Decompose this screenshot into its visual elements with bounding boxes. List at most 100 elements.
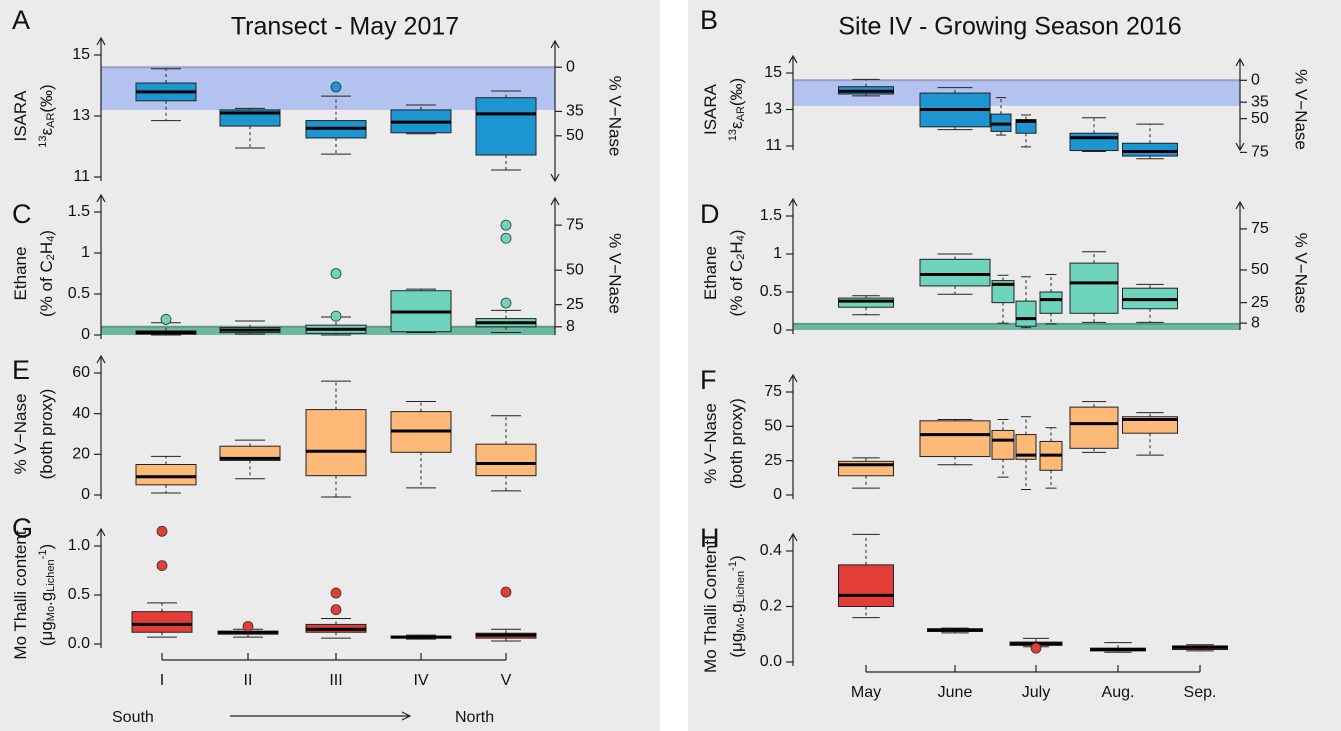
y-axis-label-part: .g bbox=[727, 603, 746, 617]
y-tick-label: 40 bbox=[72, 405, 90, 422]
x-tick-label: V bbox=[501, 672, 512, 689]
box bbox=[1015, 434, 1037, 460]
y-axis bbox=[96, 354, 106, 499]
box bbox=[1039, 291, 1063, 314]
shade-band bbox=[793, 323, 1240, 330]
box bbox=[219, 445, 281, 461]
y-tick-label: 0 bbox=[773, 321, 782, 338]
outlier bbox=[330, 604, 342, 616]
box bbox=[475, 443, 537, 477]
y2-tick-label: 50 bbox=[1251, 261, 1269, 278]
box bbox=[838, 297, 894, 308]
y-axis-label-part: .g bbox=[37, 592, 56, 606]
y-axis-label: ISARA bbox=[11, 90, 30, 142]
box bbox=[1069, 406, 1119, 449]
y-tick-label: 1.5 bbox=[760, 207, 782, 224]
y-axis-label-part: 13 bbox=[37, 135, 49, 147]
outlier bbox=[330, 268, 342, 279]
y-axis-label-part: ε bbox=[37, 127, 56, 135]
box bbox=[1069, 132, 1119, 152]
y-axis bbox=[788, 532, 798, 666]
y2-tick-label: 0 bbox=[566, 58, 575, 75]
y-axis bbox=[96, 527, 106, 648]
outlier bbox=[1030, 642, 1042, 654]
y-tick-label: 25 bbox=[764, 452, 782, 469]
y-axis-label: 13εAR(‰) bbox=[727, 78, 747, 141]
y-axis-label: % V−Nase bbox=[11, 394, 30, 475]
box bbox=[475, 97, 537, 156]
y-axis-label: (both proxy) bbox=[37, 389, 56, 480]
box bbox=[838, 564, 894, 607]
direction-arrow bbox=[230, 711, 412, 721]
y-tick-label: 75 bbox=[764, 383, 782, 400]
panel-letter: H bbox=[700, 523, 720, 553]
x-tick-label: July bbox=[1022, 684, 1050, 701]
x-tick-label: I bbox=[160, 672, 164, 689]
x-tick-label: II bbox=[244, 672, 253, 689]
y-axis-label-part: Mo bbox=[735, 617, 747, 632]
y-tick-label: 13 bbox=[72, 107, 90, 124]
y-tick-label: 0 bbox=[81, 326, 90, 343]
y2-axis-label: % V−Nase bbox=[1292, 233, 1311, 314]
panel-title: Transect - May 2017 bbox=[231, 13, 459, 41]
y-tick-label: 1 bbox=[81, 244, 90, 261]
y-axis-label-part: ) bbox=[37, 544, 56, 550]
y2-tick-label: 75 bbox=[566, 216, 584, 233]
x-tick-label: Sep. bbox=[1184, 684, 1217, 701]
y-axis-label: Ethane bbox=[701, 246, 720, 300]
panel-letter: G bbox=[12, 513, 33, 543]
y-tick-label: 50 bbox=[764, 418, 782, 435]
y-axis-label: ISARA bbox=[701, 83, 720, 135]
y-axis-label-part: Mo bbox=[45, 606, 57, 621]
y-axis-label: 13εAR(‰) bbox=[37, 84, 57, 147]
panel-title: Site IV - Growing Season 2016 bbox=[838, 13, 1181, 41]
y-axis-label-part: AR bbox=[735, 106, 747, 121]
outlier bbox=[156, 525, 168, 537]
y-axis-label-part: Lichen bbox=[735, 571, 747, 603]
y2-tick-label: 50 bbox=[566, 261, 584, 278]
outlier bbox=[156, 560, 168, 571]
outlier bbox=[500, 297, 512, 309]
y-axis-label-part: -1 bbox=[727, 561, 739, 571]
box bbox=[991, 429, 1015, 460]
outlier bbox=[500, 586, 512, 598]
x-tick-label: May bbox=[851, 684, 881, 701]
outlier bbox=[242, 620, 254, 632]
y-tick-label: 0.5 bbox=[68, 285, 90, 302]
panel-letter: D bbox=[700, 199, 720, 229]
outlier bbox=[500, 232, 512, 244]
y-axis-label: Mo Thalli Content bbox=[701, 540, 720, 673]
x-tick-label: III bbox=[329, 672, 342, 689]
y-axis-label-part: ε bbox=[727, 121, 746, 129]
y2-tick-label: 0 bbox=[1251, 72, 1260, 89]
y2-tick-label: 25 bbox=[1251, 294, 1269, 311]
y-tick-label: 20 bbox=[72, 446, 90, 463]
y-tick-label: 0.4 bbox=[760, 542, 782, 559]
y-axis-label-part: 13 bbox=[727, 129, 739, 141]
y-axis-label-part: 4 bbox=[735, 235, 747, 241]
x-tick-label: June bbox=[938, 684, 973, 701]
y-axis-label-part: (both proxy) bbox=[727, 398, 746, 489]
y-axis-label-part: % V−Nase bbox=[701, 403, 720, 484]
y2-axis bbox=[550, 196, 560, 335]
y-axis-label: (both proxy) bbox=[727, 398, 746, 489]
outlier bbox=[330, 587, 342, 599]
y-axis-label-part: (μg bbox=[37, 621, 56, 646]
y-axis-label-part: Mo Thalli Content bbox=[701, 540, 720, 673]
y-tick-label: 1.5 bbox=[68, 203, 90, 220]
right-background bbox=[688, 0, 1341, 731]
y-tick-label: 0.5 bbox=[68, 586, 90, 603]
outlier bbox=[330, 81, 342, 93]
y-axis bbox=[96, 193, 106, 339]
y-axis-label: % V−Nase bbox=[701, 403, 720, 484]
outlier bbox=[500, 219, 512, 231]
y-axis-label-part: ISARA bbox=[11, 90, 30, 142]
box bbox=[919, 420, 991, 458]
y-tick-label: 1 bbox=[773, 245, 782, 262]
y-axis-label-part: Lichen bbox=[45, 559, 57, 591]
y2-axis bbox=[1235, 57, 1245, 152]
y-tick-label: 15 bbox=[72, 46, 90, 63]
y2-tick-label: 25 bbox=[566, 296, 584, 313]
y-axis bbox=[788, 373, 798, 499]
